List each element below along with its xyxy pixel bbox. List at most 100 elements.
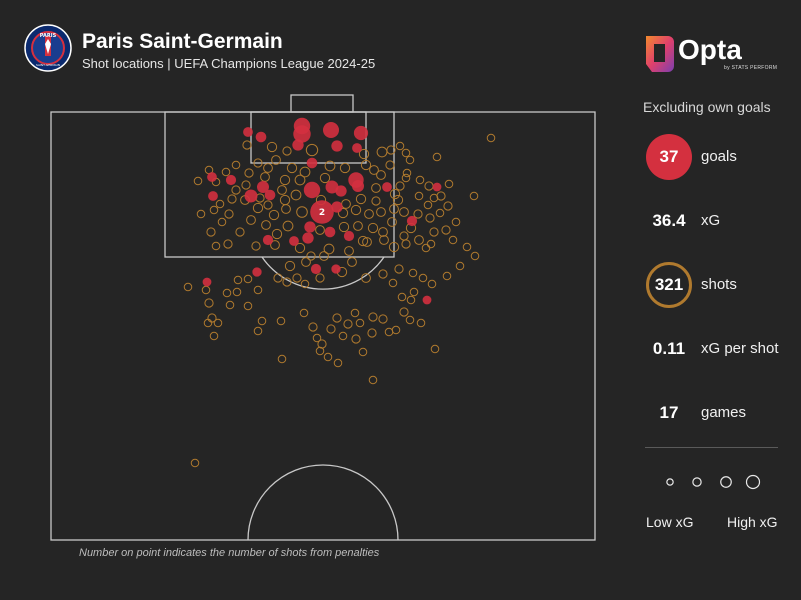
shots-layer bbox=[183, 133, 496, 468]
shot-point bbox=[224, 209, 234, 219]
goal-point bbox=[351, 179, 365, 193]
shot-point bbox=[443, 201, 453, 211]
shot-point bbox=[379, 235, 389, 245]
goal-point bbox=[302, 232, 314, 244]
divider bbox=[645, 447, 778, 448]
shot-point bbox=[246, 215, 256, 225]
shot-point bbox=[369, 165, 379, 175]
stat-label: xG per shot bbox=[701, 340, 779, 357]
shot-point bbox=[395, 181, 405, 191]
shot-point bbox=[355, 193, 367, 205]
shot-point bbox=[469, 191, 479, 201]
goal-point bbox=[225, 174, 237, 186]
goal-point bbox=[331, 264, 341, 274]
shot-point bbox=[282, 220, 294, 232]
shot-point bbox=[409, 287, 419, 297]
shot-point bbox=[371, 196, 381, 206]
shot-point bbox=[444, 179, 454, 189]
shot-point bbox=[190, 458, 200, 468]
shot-point bbox=[271, 155, 281, 165]
shot-point bbox=[282, 146, 292, 156]
shot-point bbox=[284, 260, 296, 272]
shot-point bbox=[344, 246, 354, 256]
shot-point bbox=[225, 300, 235, 310]
shot-point bbox=[306, 251, 316, 261]
shot-point bbox=[209, 331, 219, 341]
shot-point bbox=[462, 242, 472, 252]
shot-point bbox=[286, 162, 298, 174]
shot-point bbox=[282, 277, 292, 287]
shot-point bbox=[424, 181, 434, 191]
shot-point bbox=[394, 264, 404, 274]
shot-point bbox=[232, 287, 242, 297]
shot-point bbox=[301, 257, 311, 267]
shot-point bbox=[308, 322, 318, 332]
shot-point bbox=[405, 315, 415, 325]
shot-point bbox=[391, 325, 401, 335]
svg-text:PARIS: PARIS bbox=[40, 33, 57, 39]
shot-point bbox=[312, 333, 322, 343]
goal-point bbox=[252, 267, 262, 277]
shot-point bbox=[241, 180, 251, 190]
shot-point bbox=[231, 185, 241, 195]
shot-point bbox=[399, 207, 409, 217]
shot-point bbox=[376, 146, 388, 158]
shot-point bbox=[388, 278, 398, 288]
shot-point bbox=[378, 227, 388, 237]
xg-size-legend bbox=[666, 474, 761, 490]
shot-point bbox=[414, 191, 424, 201]
shot-point bbox=[233, 275, 243, 285]
shot-point bbox=[362, 237, 372, 247]
shot-point bbox=[299, 308, 309, 318]
shot-point bbox=[418, 273, 428, 283]
shot-point bbox=[243, 274, 253, 284]
shot-point bbox=[252, 202, 264, 214]
goal-point bbox=[331, 140, 343, 152]
shot-point bbox=[196, 209, 206, 219]
shot-point bbox=[222, 288, 232, 298]
shot-point bbox=[339, 162, 351, 174]
shot-point bbox=[204, 298, 214, 308]
shot-point bbox=[323, 243, 335, 255]
goal-point bbox=[352, 143, 362, 153]
goal-point bbox=[255, 131, 267, 143]
shot-point bbox=[332, 313, 342, 323]
shot-point bbox=[333, 358, 343, 368]
shot-point bbox=[408, 268, 418, 278]
shot-point bbox=[389, 188, 401, 200]
stat-value: 17 bbox=[659, 403, 679, 422]
goal-point bbox=[382, 182, 392, 192]
stat-label: goals bbox=[701, 148, 737, 165]
legend-size-circle bbox=[692, 477, 702, 487]
shot-point bbox=[193, 176, 203, 186]
goal-point bbox=[324, 226, 336, 238]
shot-point bbox=[338, 221, 350, 233]
shot-point bbox=[441, 225, 451, 235]
shot-point bbox=[300, 279, 310, 289]
shot-point bbox=[260, 172, 270, 182]
stat-label: shots bbox=[701, 276, 737, 293]
shot-point bbox=[355, 318, 365, 328]
shot-point bbox=[223, 239, 233, 249]
shot-point bbox=[451, 217, 461, 227]
stat-value: 321 bbox=[654, 275, 684, 294]
penalty-arc bbox=[261, 256, 385, 290]
opta-logo-icon bbox=[646, 36, 674, 72]
shot-point bbox=[323, 352, 333, 362]
stat-label: xG bbox=[701, 212, 721, 229]
goal-point bbox=[202, 277, 212, 287]
shot-point bbox=[455, 261, 465, 271]
shot-point bbox=[429, 193, 439, 203]
shot-point bbox=[429, 227, 439, 237]
shot-point bbox=[299, 166, 311, 178]
goal-point bbox=[244, 189, 258, 203]
shot-point bbox=[430, 344, 440, 354]
shot-point bbox=[392, 194, 404, 206]
shot-point bbox=[277, 354, 287, 364]
legend-size-circle bbox=[666, 478, 674, 486]
opta-wordmark: Opta bbox=[678, 34, 742, 65]
goal-point bbox=[292, 139, 304, 151]
shot-point bbox=[401, 239, 411, 249]
goal-point bbox=[432, 182, 442, 192]
shot-point bbox=[367, 328, 377, 338]
